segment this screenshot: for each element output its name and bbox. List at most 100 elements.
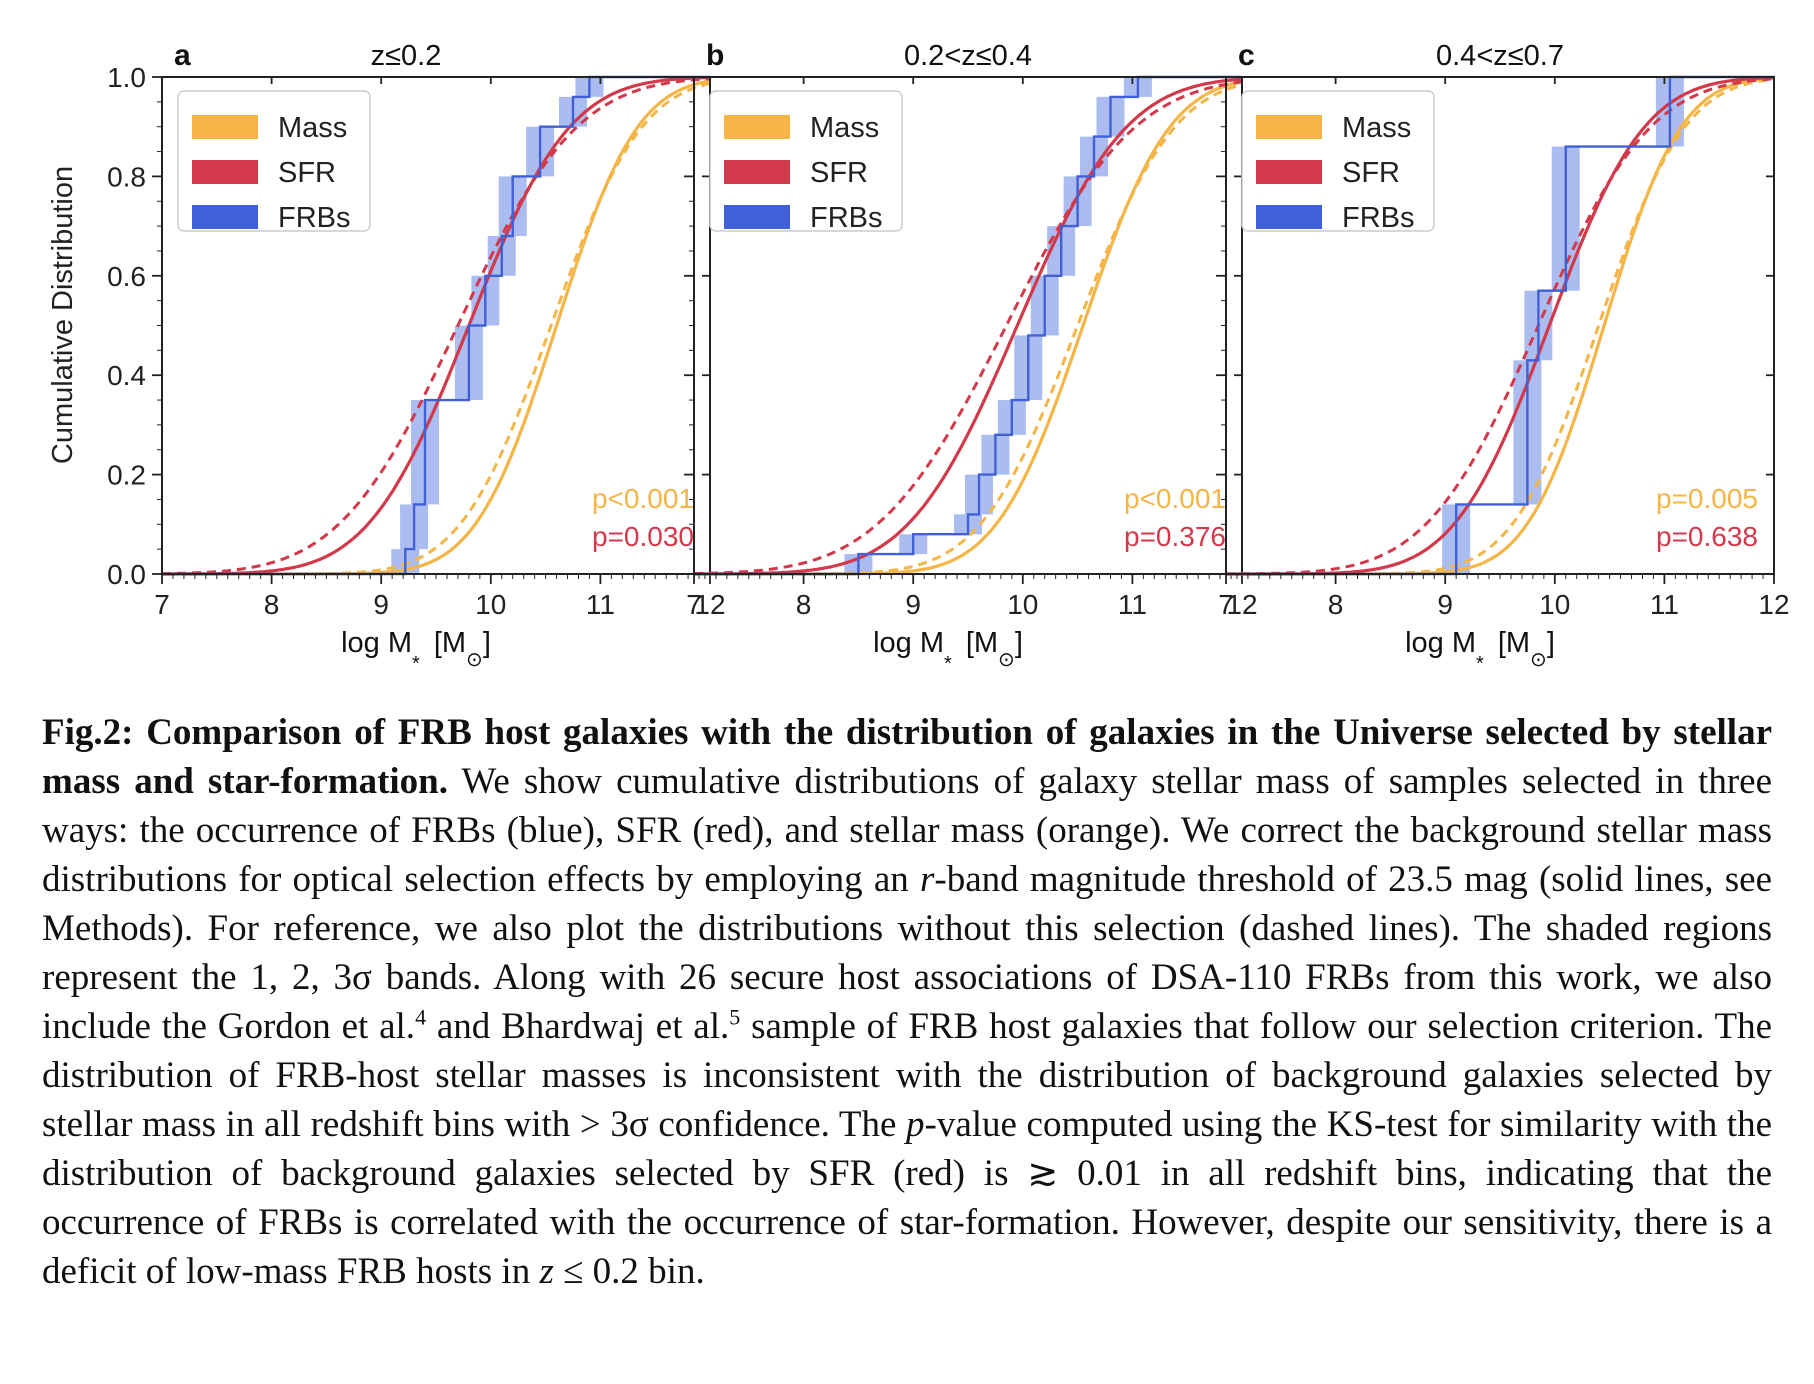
- xlabel-sun: ⊙: [1530, 649, 1547, 671]
- legend-swatch-sfr: [192, 160, 258, 184]
- x-tick-label: 12: [1226, 589, 1257, 620]
- legend-swatch-mass: [724, 115, 790, 139]
- legend-label-mass: Mass: [278, 112, 347, 144]
- xlabel-star: *: [944, 653, 952, 675]
- panel-letter: c: [1238, 39, 1255, 72]
- p-value-mass: p=0.005: [1656, 483, 1758, 514]
- sfr-solid-line: [162, 76, 710, 576]
- legend-swatch-sfr: [1256, 160, 1322, 184]
- x-tick-label: 9: [1437, 589, 1453, 620]
- caption-text-1: We show cumulative distributions of gala…: [42, 761, 1773, 900]
- legend-label-sfr: SFR: [1342, 157, 1400, 189]
- sfr-dashed-line: [1226, 77, 1774, 576]
- panel-letter: b: [706, 39, 724, 72]
- y-tick-label: 1.0: [107, 62, 146, 93]
- xlabel-sun: ⊙: [466, 649, 483, 671]
- y-tick-label: 0.0: [107, 559, 146, 590]
- plot-area: [694, 75, 1242, 576]
- x-axis-label: log M* [M⊙]: [341, 627, 491, 675]
- xlabel-unit-open: [M: [1498, 627, 1530, 659]
- legend-swatch-frbs: [192, 205, 258, 229]
- legend-label-mass: Mass: [1342, 112, 1411, 144]
- caption-title: Fig.2: Comparison of FRB host galaxies w…: [42, 712, 1772, 802]
- caption-text-2: -band magnitude threshold of 23.5 mag (s…: [42, 859, 1772, 1047]
- frb-step-line: [694, 75, 1242, 576]
- p-value-mass: p<0.001: [592, 483, 694, 514]
- frb-step-line: [162, 75, 710, 576]
- x-tick-label: 12: [694, 589, 725, 620]
- x-tick-label: 9: [905, 589, 921, 620]
- panel-b: 7 8 9 10 11 12 b 0.2<z≤0.4 log M* [M⊙] Mass SFR FRBs…: [684, 39, 1258, 675]
- legend-label-frbs: FRBs: [1342, 202, 1415, 234]
- legend-swatch-frbs: [1256, 205, 1322, 229]
- x-axis-label: log M* [M⊙]: [1405, 627, 1555, 675]
- x-tick-label: 11: [586, 589, 615, 620]
- panel-title: z≤0.2: [371, 40, 442, 72]
- sfr-dashed-line: [694, 80, 1242, 575]
- panel-title: 0.4<z≤0.7: [1436, 40, 1564, 72]
- xlabel-logm: log M: [1405, 627, 1476, 659]
- xlabel-sun: ⊙: [998, 649, 1015, 671]
- plot-area: [1226, 75, 1774, 576]
- x-tick-label: 12: [1758, 589, 1789, 620]
- x-tick-label: 11: [1118, 589, 1147, 620]
- x-tick-label: 10: [1007, 589, 1038, 620]
- panel-letter: a: [174, 39, 191, 72]
- xlabel-star: *: [412, 653, 420, 675]
- figure-caption: Fig.2: Comparison of FRB host galaxies w…: [42, 708, 1772, 1296]
- panel-a: 7 8 9 10 11 12 0.0 0.2 0.4 0.6 0.8 1.0 a z≤0.2 log M* […: [107, 39, 726, 675]
- x-tick-label: 9: [373, 589, 389, 620]
- xlabel-unit-open: [M: [434, 627, 466, 659]
- legend-swatch-mass: [1256, 115, 1322, 139]
- xlabel-logm: log M: [341, 627, 412, 659]
- x-tick-label: 8: [264, 589, 280, 620]
- caption-ref-5: 5: [729, 1004, 741, 1030]
- sfr-dashed-line: [162, 77, 710, 576]
- p-value-mass: p<0.001: [1124, 483, 1226, 514]
- legend-swatch-sfr: [724, 160, 790, 184]
- panel-title: 0.2<z≤0.4: [904, 40, 1032, 72]
- x-tick-label: 7: [686, 589, 702, 620]
- xlabel-unit-open: [M: [966, 627, 998, 659]
- legend-swatch-frbs: [724, 205, 790, 229]
- x-tick-label: 10: [1539, 589, 1570, 620]
- x-axis-label: log M* [M⊙]: [873, 627, 1023, 675]
- y-tick-label: 0.8: [107, 161, 146, 192]
- caption-text-3: and Bhardwaj et al.: [426, 1006, 730, 1047]
- caption-p: p: [906, 1104, 925, 1145]
- xlabel-unit-close: ]: [1547, 627, 1555, 659]
- sfr-solid-line: [694, 77, 1242, 576]
- figure: Cumulative Distribution 7 8 9 10 11 12 0.0 0.2 0…: [47, 39, 1790, 675]
- legend: Mass SFR FRBs: [709, 90, 903, 234]
- legend-label-mass: Mass: [810, 112, 879, 144]
- caption-r: r: [920, 859, 935, 900]
- xlabel-unit-close: ]: [483, 627, 491, 659]
- y-tick-label: 0.6: [107, 261, 146, 292]
- x-tick-label: 7: [1218, 589, 1234, 620]
- caption-ref-4: 4: [415, 1004, 427, 1030]
- legend: Mass SFR FRBs: [1241, 90, 1435, 234]
- y-axis-label: Cumulative Distribution: [47, 166, 79, 464]
- xlabel-logm: log M: [873, 627, 944, 659]
- caption-text-6: ≤ 0.2 bin.: [553, 1251, 705, 1292]
- frb-step-line: [1226, 75, 1774, 576]
- y-tick-label: 0.2: [107, 460, 146, 491]
- xlabel-star: *: [1476, 653, 1484, 675]
- legend-label-sfr: SFR: [278, 157, 336, 189]
- p-value-sfr: p=0.638: [1656, 521, 1758, 552]
- p-value-sfr: p=0.376: [1124, 521, 1226, 552]
- legend: Mass SFR FRBs: [177, 90, 371, 234]
- x-tick-label: 8: [796, 589, 812, 620]
- p-value-sfr: p=0.030: [592, 521, 694, 552]
- x-tick-label: 10: [475, 589, 506, 620]
- caption-z: z: [539, 1251, 554, 1292]
- x-tick-label: 8: [1328, 589, 1344, 620]
- xlabel-unit-close: ]: [1015, 627, 1023, 659]
- legend-label-sfr: SFR: [810, 157, 868, 189]
- legend-label-frbs: FRBs: [278, 202, 351, 234]
- legend-swatch-mass: [192, 115, 258, 139]
- caption-text-5: -value computed using the KS-test for si…: [42, 1104, 1772, 1292]
- x-tick-label: 11: [1650, 589, 1679, 620]
- panel-c: 7 8 9 10 11 12 c 0.4<z≤0.7 log M* [M⊙] Mass SFR FRBs…: [1216, 39, 1790, 675]
- legend-label-frbs: FRBs: [810, 202, 883, 234]
